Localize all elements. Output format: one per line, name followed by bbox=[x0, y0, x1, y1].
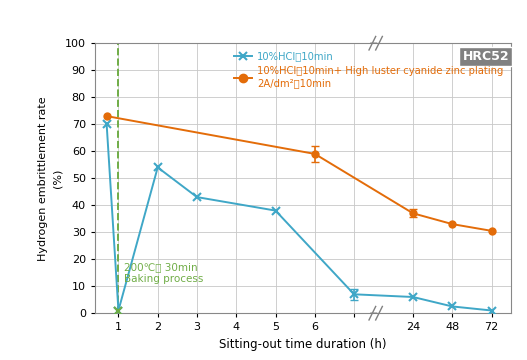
X-axis label: Sitting-out time duration (h): Sitting-out time duration (h) bbox=[219, 338, 387, 351]
Text: HRC52: HRC52 bbox=[463, 50, 509, 63]
Legend: 10%HCl，10min, 10%HCl，10min+ High luster cyanide zinc plating
2A/dm²，10min: 10%HCl，10min, 10%HCl，10min+ High luster … bbox=[231, 48, 506, 91]
Text: 200℃， 30min
Baking process: 200℃， 30min Baking process bbox=[124, 262, 204, 284]
Text: [Fig.1] Hydrogen embrittlement rate and sitting-out time duration: [Fig.1] Hydrogen embrittlement rate and … bbox=[11, 10, 509, 23]
Y-axis label: Hydrogen embrittlement rate
(%): Hydrogen embrittlement rate (%) bbox=[38, 96, 62, 261]
